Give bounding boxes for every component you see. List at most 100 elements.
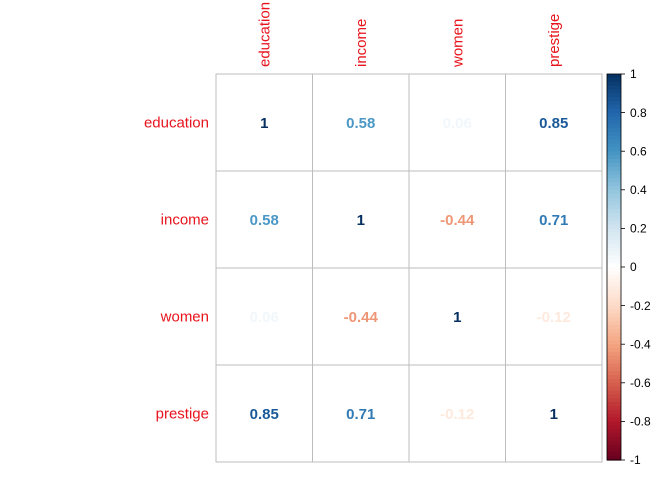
colorbar-segment [607, 212, 621, 218]
colorbar-segment [607, 286, 621, 291]
colorbar-segment [607, 162, 621, 168]
cell-value-label: -0.44 [440, 212, 475, 229]
colorbar-segment [607, 104, 621, 110]
matrix-cell [505, 73, 603, 172]
colorbar-segment [607, 108, 621, 114]
colorbar-segment [607, 89, 621, 94]
colorbar-segment [607, 243, 621, 249]
colorbar-segment [607, 359, 621, 365]
colorbar-segment [607, 270, 621, 276]
column-labels: education income women prestige [256, 2, 563, 68]
colorbar-segment [607, 139, 621, 145]
colorbar-segment [607, 313, 621, 318]
cell-value-label: 0.85 [539, 115, 568, 132]
colorbar-segment [607, 429, 621, 434]
colorbar-segment [607, 224, 621, 229]
colorbar-segment [607, 332, 621, 338]
colorbar-segment [607, 120, 621, 125]
colorbar-segment [607, 375, 621, 380]
colorbar: 1 0.8 0.6 0.4 0.2 0 -0.2 -0.4 -0.6 -0.8 -1 [606, 67, 651, 467]
colorbar-tick-label: 0.2 [630, 222, 647, 236]
colorbar-segment [607, 236, 621, 241]
colorbar-segment [607, 440, 621, 446]
colorbar-segment [607, 178, 621, 183]
colorbar-segment [607, 128, 621, 133]
matrix-cell [215, 364, 313, 463]
colorbar-segment [607, 182, 621, 187]
colorbar-segment [607, 197, 621, 202]
colorbar-segment [607, 390, 621, 395]
colorbar-segment [607, 452, 621, 457]
colorbar-segment [607, 220, 621, 226]
colorbar-segment [607, 263, 621, 268]
column-label-prestige: prestige [546, 14, 563, 67]
colorbar-segment [607, 367, 621, 372]
colorbar-segment [607, 193, 621, 199]
colorbar-segment [607, 267, 621, 272]
colorbar-segment [607, 85, 621, 91]
colorbar-segment [607, 386, 621, 392]
colorbar-segment [607, 116, 621, 121]
colorbar-tick-label: -0.6 [630, 376, 651, 390]
colorbar-segment [607, 382, 621, 388]
colorbar-segment [607, 251, 621, 257]
row-labels: education income women prestige [144, 115, 209, 423]
colorbar-segment [607, 363, 621, 368]
colorbar-segment [607, 74, 621, 79]
colorbar-segment [607, 417, 621, 422]
cell-value-label: 1 [550, 406, 558, 423]
colorbar-tick-label: -1 [630, 453, 641, 467]
cell-value-label: 1 [357, 212, 365, 229]
colorbar-segment [607, 158, 621, 164]
colorbar-segment [607, 101, 621, 106]
colorbar-segment [607, 247, 621, 253]
colorbar-segment [607, 398, 621, 403]
colorbar-segment [607, 425, 621, 430]
correlation-matrix: 1 0.58 0.06 0.85 0.58 1 -0.44 0.71 0.06 -0.44 1 -0.… [215, 73, 603, 463]
colorbar-tick-label: -0.2 [630, 299, 651, 313]
colorbar-segment [607, 448, 621, 453]
matrix-cell [312, 170, 410, 269]
colorbar-segment [607, 324, 621, 330]
colorbar-segment [607, 351, 621, 357]
cell-value-label: -0.44 [344, 309, 379, 326]
colorbar-segment [607, 328, 621, 334]
colorbar-segment [607, 278, 621, 284]
colorbar-segment [607, 301, 621, 307]
colorbar-segment [607, 97, 621, 102]
colorbar-tick-label: 0.8 [630, 106, 647, 120]
column-label-women: women [449, 19, 466, 68]
colorbar-segment [607, 444, 621, 450]
cell-value-label: 0.06 [250, 309, 279, 326]
colorbar-segment [607, 405, 621, 411]
colorbar-segment [607, 282, 621, 287]
colorbar-segment [607, 344, 621, 349]
colorbar-segment [607, 77, 621, 83]
row-label-education: education [144, 115, 209, 132]
cell-value-label: 0.58 [250, 212, 279, 229]
colorbar-segment [607, 255, 621, 260]
colorbar-segment [607, 321, 621, 326]
colorbar-segment [607, 131, 621, 137]
matrix-cell [505, 364, 603, 463]
colorbar-segment [607, 402, 621, 407]
colorbar-segment [607, 228, 621, 233]
colorbar-tick-label: 1 [630, 67, 637, 81]
colorbar-segment [607, 317, 621, 322]
colorbar-segment [607, 456, 621, 461]
matrix-cell [312, 364, 410, 463]
colorbar-segment [607, 371, 621, 376]
cell-value-label: 0.58 [346, 115, 375, 132]
matrix-cell [312, 267, 410, 366]
colorbar-segment [607, 413, 621, 419]
colorbar-segment [607, 151, 621, 156]
colorbar-segment [607, 309, 621, 314]
colorbar-tick-label: 0.6 [630, 144, 647, 158]
colorbar-segment [607, 348, 621, 353]
colorbar-segment [607, 294, 621, 299]
colorbar-segment [607, 394, 621, 399]
colorbar-segment [607, 185, 621, 191]
cell-value-label: -0.12 [537, 309, 571, 326]
colorbar-segment [607, 259, 621, 264]
colorbar-segment [607, 209, 621, 214]
